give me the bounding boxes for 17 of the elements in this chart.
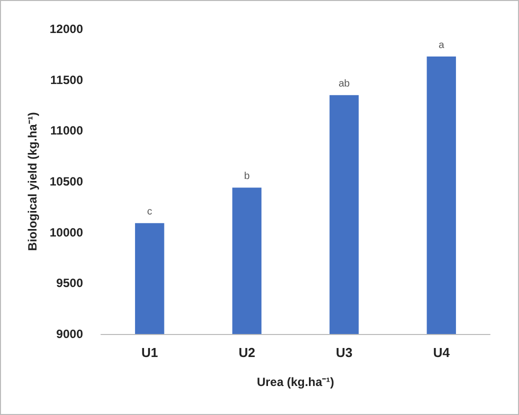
annotation: ab (338, 78, 350, 90)
annotation: c (147, 206, 152, 218)
x-tick-label: U1 (141, 345, 158, 360)
y-tick-label: 10000 (50, 225, 84, 240)
y-tick-label: 11000 (50, 124, 84, 138)
y-tick-label: 10500 (50, 174, 84, 188)
y-tick-label: 9000 (56, 327, 84, 341)
y-axis-title: Biological yield (kg.ha⁻¹) (26, 112, 40, 251)
y-tick-label: 9500 (56, 276, 84, 290)
annotation: b (244, 171, 250, 182)
y-tick-label: 11500 (50, 72, 84, 87)
x-axis-title: Urea (kg.ha⁻¹) (256, 375, 334, 389)
annotation: a (438, 40, 445, 51)
x-tick-label: U2 (238, 345, 256, 360)
x-tick-label: U4 (433, 345, 450, 360)
x-tick-label: U3 (336, 345, 352, 360)
y-tick-label: 12000 (50, 22, 84, 36)
